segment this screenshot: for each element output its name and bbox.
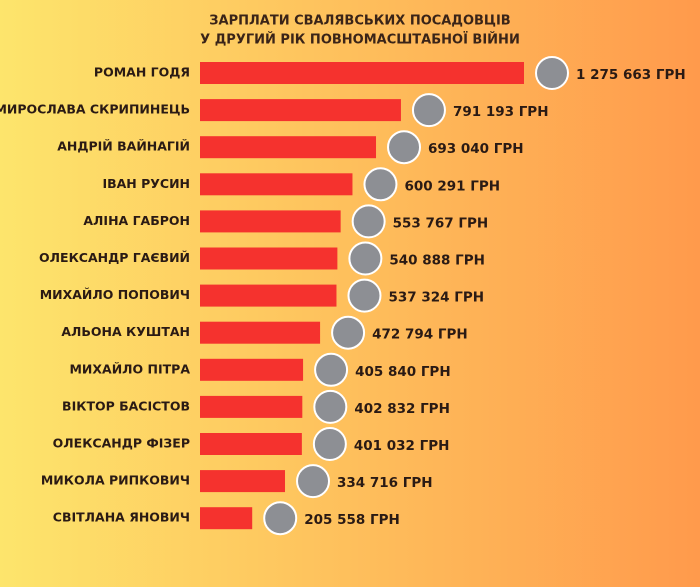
avatar	[411, 93, 446, 128]
value-label: 1 275 663 ГРН	[576, 67, 686, 83]
category-label: АЛЬОНА КУШТАН	[61, 324, 190, 339]
value-label: 405 840 ГРН	[355, 364, 451, 380]
category-label: ОЛЕКСАНДР ФІЗЕР	[53, 436, 190, 451]
bar	[200, 358, 304, 381]
avatar	[314, 352, 349, 387]
category-label: АНДРІЙ ВАЙНАГІЙ	[57, 139, 190, 154]
bar	[200, 99, 401, 122]
value-label: 334 716 ГРН	[337, 475, 433, 491]
avatar	[535, 56, 569, 90]
chart-title: У ДРУГИЙ РІК ПОВНОМАСШТАБНОЇ ВІЙНИ	[200, 32, 520, 48]
avatar	[296, 464, 331, 499]
avatar	[348, 241, 383, 276]
bar	[200, 136, 377, 159]
bar	[200, 433, 302, 455]
avatar	[363, 167, 398, 202]
chart-title: ЗАРПЛАТИ СВАЛЯВСЬКИХ ПОСАДОВЦІВ	[209, 14, 510, 29]
bar	[200, 247, 338, 270]
category-label: МИКОЛА РИПКОВИЧ	[41, 473, 190, 488]
value-label: 472 794 ГРН	[372, 327, 468, 343]
value-label: 537 324 ГРН	[388, 290, 484, 306]
bar	[200, 470, 286, 493]
category-label: РОМАН ГОДЯ	[94, 65, 190, 80]
avatar	[313, 389, 348, 424]
category-label: МИРОСЛАВА СКРИПИНЕЦЬ	[0, 102, 190, 117]
bar	[200, 284, 337, 307]
avatar	[347, 278, 382, 313]
value-label: 205 558 ГРН	[304, 512, 400, 528]
category-label: АЛІНА ГАБРОН	[83, 213, 190, 228]
value-label: 600 291 ГРН	[404, 178, 500, 194]
bar	[200, 395, 303, 418]
value-label: 693 040 ГРН	[428, 141, 524, 157]
bar	[200, 507, 253, 530]
value-label: 402 832 ГРН	[354, 401, 450, 417]
avatar	[387, 130, 422, 165]
avatar	[331, 315, 366, 350]
value-label: 540 888 ГРН	[389, 253, 485, 269]
bar	[200, 321, 321, 344]
category-label: СВІТЛАНА ЯНОВИЧ	[53, 510, 190, 525]
bar	[200, 62, 524, 84]
category-label: ОЛЕКСАНДР ГАЄВИЙ	[39, 250, 190, 265]
category-label: МИХАЙЛО ПІТРА	[69, 361, 190, 376]
value-label: 553 767 ГРН	[393, 215, 489, 231]
category-label: МИХАЙЛО ПОПОВИЧ	[40, 287, 190, 302]
avatar	[263, 501, 298, 536]
category-label: ІВАН РУСИН	[102, 176, 190, 191]
category-label: ВІКТОР БАСІСТОВ	[62, 398, 190, 413]
bar	[200, 210, 341, 233]
value-label: 791 193 ГРН	[453, 104, 549, 120]
avatar	[312, 427, 347, 461]
bar	[200, 173, 353, 196]
value-label: 401 032 ГРН	[354, 438, 450, 454]
avatar	[351, 204, 386, 239]
